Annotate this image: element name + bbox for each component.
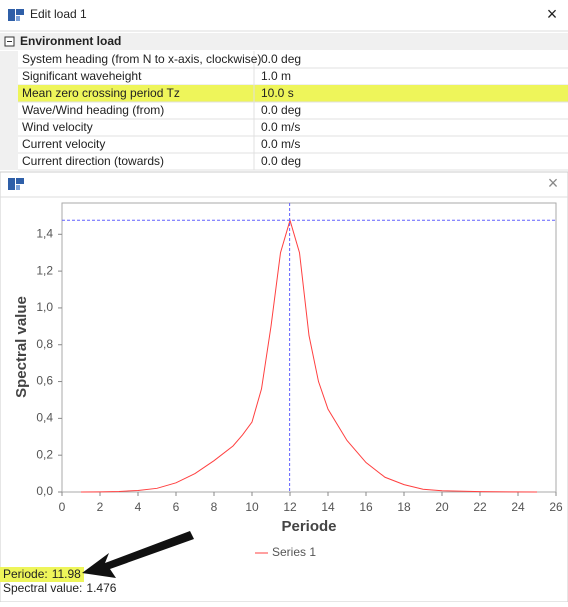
property-value[interactable]: 10.0 s xyxy=(261,86,294,100)
x-axis-label: Periode xyxy=(281,518,336,535)
y-tick-label: 1,2 xyxy=(36,263,53,277)
arrow xyxy=(82,531,194,578)
row-highlight xyxy=(18,85,568,102)
x-tick-label: 24 xyxy=(511,500,525,514)
close-button[interactable]: × xyxy=(548,173,559,193)
property-name: System heading (from N to x-axis, clockw… xyxy=(22,52,261,66)
x-tick-label: 22 xyxy=(473,500,487,514)
x-tick-label: 16 xyxy=(359,500,373,514)
property-name: Mean zero crossing period Tz xyxy=(22,86,180,100)
row-gutter xyxy=(0,68,18,85)
property-value[interactable]: 0.0 m/s xyxy=(261,120,300,134)
status-value: 1.476 xyxy=(86,581,116,595)
x-tick-label: 26 xyxy=(549,500,563,514)
x-tick-label: 0 xyxy=(59,500,66,514)
row-gutter xyxy=(0,102,18,119)
window-title: Edit load 1 xyxy=(30,7,87,21)
series-line xyxy=(80,218,538,493)
y-tick-label: 0,8 xyxy=(36,337,53,351)
property-name: Current velocity xyxy=(22,137,105,151)
x-tick-label: 8 xyxy=(211,500,218,514)
status-label: Spectral value: xyxy=(3,581,82,595)
property-value[interactable]: 1.0 m xyxy=(261,69,291,83)
property-value[interactable]: 0.0 deg xyxy=(261,52,301,66)
y-tick-label: 0,4 xyxy=(36,411,53,425)
property-name: Wind velocity xyxy=(22,120,93,134)
x-tick-label: 14 xyxy=(321,500,335,514)
y-axis-label: Spectral value xyxy=(13,296,30,398)
row-gutter xyxy=(0,51,18,68)
property-value[interactable]: 0.0 m/s xyxy=(261,137,300,151)
y-tick-label: 1,4 xyxy=(36,226,53,240)
x-tick-label: 20 xyxy=(435,500,449,514)
section-header[interactable] xyxy=(0,33,568,50)
row-gutter xyxy=(0,136,18,153)
status-value: 11.98 xyxy=(52,567,81,581)
y-tick-label: 0,2 xyxy=(36,447,53,461)
close-button[interactable]: × xyxy=(547,4,558,24)
property-name: Significant waveheight xyxy=(22,69,142,83)
y-tick-label: 0,0 xyxy=(36,484,53,498)
x-tick-label: 18 xyxy=(397,500,411,514)
row-gutter xyxy=(0,153,18,170)
x-tick-label: 12 xyxy=(283,500,297,514)
chart-icon xyxy=(8,178,24,190)
plot-area xyxy=(61,202,557,493)
row-gutter xyxy=(0,119,18,136)
app-icon xyxy=(8,9,24,21)
y-tick-label: 1,0 xyxy=(36,300,53,314)
section-title: Environment load xyxy=(20,34,121,48)
status-highlight xyxy=(0,567,84,582)
x-tick-label: 2 xyxy=(97,500,104,514)
status-label: Periode: xyxy=(3,567,48,581)
x-tick-label: 10 xyxy=(245,500,259,514)
property-value[interactable]: 0.0 deg xyxy=(261,154,301,168)
x-tick-label: 4 xyxy=(135,500,142,514)
property-value[interactable]: 0.0 deg xyxy=(261,103,301,117)
property-name: Current direction (towards) xyxy=(22,154,164,168)
legend-label: Series 1 xyxy=(272,545,316,559)
property-name: Wave/Wind heading (from) xyxy=(22,103,164,117)
x-tick-label: 6 xyxy=(173,500,180,514)
y-tick-label: 0,6 xyxy=(36,374,53,388)
row-gutter xyxy=(0,85,18,102)
